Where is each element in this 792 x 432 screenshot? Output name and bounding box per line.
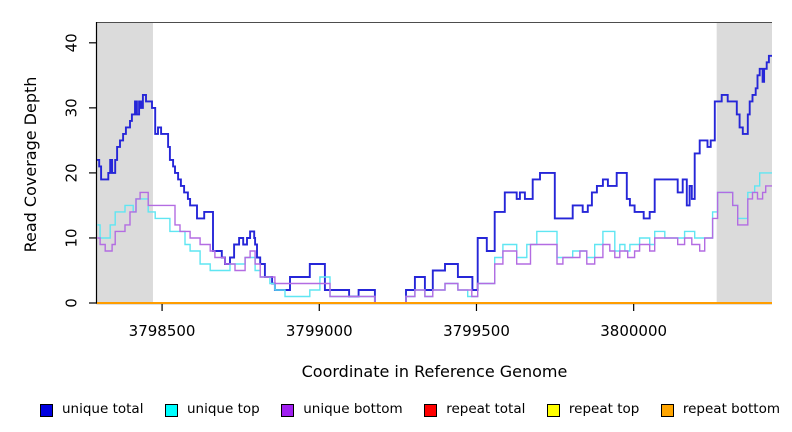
y-tick-label: 10 (63, 228, 81, 247)
legend-label: repeat bottom (682, 401, 780, 418)
legend-item-unique-top: unique top (165, 403, 260, 417)
x-tick-label: 3800000 (600, 322, 667, 340)
legend-swatch-repeat-bottom-icon (660, 403, 674, 417)
x-tick-label: 3798500 (129, 322, 196, 340)
x-tick-label: 3799500 (443, 322, 510, 340)
legend-swatch-unique-total-icon (40, 403, 53, 417)
legend-label: unique top (187, 401, 260, 418)
legend-swatch-unique-bottom-icon (281, 403, 295, 417)
x-axis-title: Coordinate in Reference Genome (302, 362, 568, 381)
legend-item-unique-total: unique total (40, 403, 143, 417)
legend-label: repeat total (446, 401, 526, 418)
x-tick-label: 3799000 (286, 322, 353, 340)
legend-label: repeat top (568, 401, 640, 418)
plot-legend: unique total unique top unique bottom repea… (40, 398, 780, 422)
series-unique-total (97, 54, 772, 304)
y-tick-label: 20 (63, 163, 81, 182)
legend-item-repeat-top: repeat top (546, 401, 640, 418)
legend-label: unique bottom (303, 401, 403, 418)
legend-swatch-repeat-total-icon (424, 403, 438, 417)
y-tick-label: 0 (63, 298, 81, 308)
repeat-region-band-0 (97, 22, 153, 303)
legend-item-unique-bottom: unique bottom (281, 401, 403, 418)
repeat-region-band-1 (716, 22, 772, 303)
legend-swatch-repeat-top-icon (546, 403, 560, 417)
legend-swatch-unique-top-icon (165, 403, 178, 417)
series-unique-bottom (97, 185, 772, 304)
y-tick-label: 40 (63, 33, 81, 52)
legend-item-repeat-bottom: repeat bottom (660, 401, 780, 418)
y-axis-title: Read Coverage Depth (21, 77, 40, 253)
legend-label: unique total (62, 401, 144, 418)
y-tick-label: 30 (63, 98, 81, 117)
legend-item-repeat-total: repeat total (424, 403, 525, 417)
